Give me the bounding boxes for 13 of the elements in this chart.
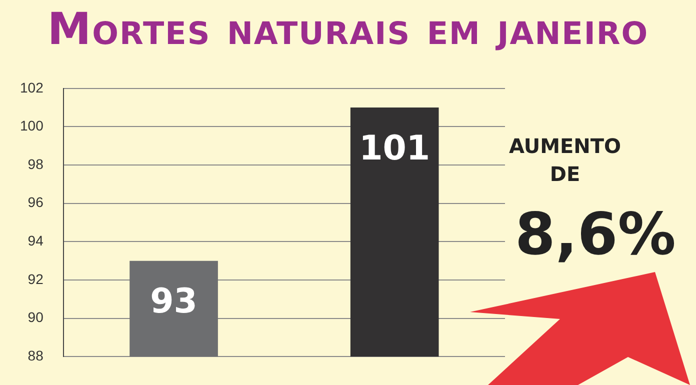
y-tick-label: 88 [28,347,44,364]
y-tick-label: 94 [28,232,44,249]
y-tick-label: 92 [28,270,44,287]
text: AUMENTO DE [508,133,622,188]
data-label: 101 [359,128,430,168]
chart-title: Mortes naturais em janeiro [46,4,650,55]
data-label: 93 [150,282,198,322]
y-tick-label: 100 [20,118,44,134]
y-tick-label: 96 [28,194,44,210]
y-tick-label: 102 [20,79,44,96]
y-tick-label: 90 [28,309,44,326]
text: 8,6% [515,200,676,268]
y-tick-label: 98 [28,156,44,172]
